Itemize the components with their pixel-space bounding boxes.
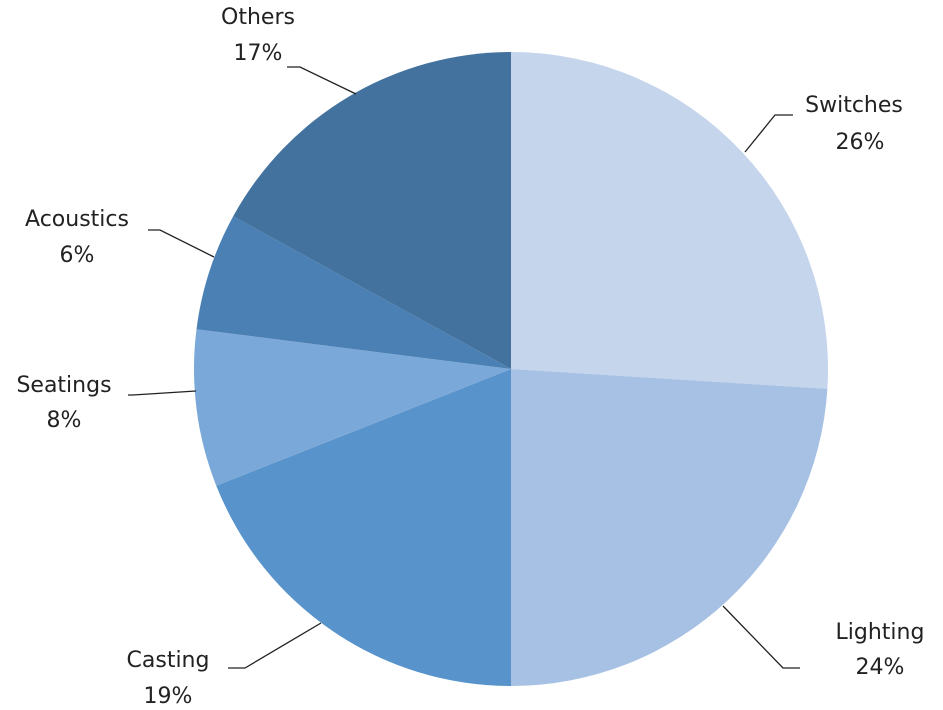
slice-label: Casting bbox=[127, 648, 210, 673]
pie-slice bbox=[216, 369, 511, 686]
slice-label: Acoustics bbox=[25, 207, 129, 232]
leader-line bbox=[128, 390, 197, 396]
slice-label: Seatings bbox=[16, 373, 111, 398]
slice-label: Switches bbox=[805, 93, 903, 118]
leader-line bbox=[228, 622, 322, 669]
pie-slice bbox=[511, 369, 828, 686]
pie-slice bbox=[511, 52, 828, 389]
slice-value-label: 17% bbox=[234, 41, 283, 66]
slice-value-label: 24% bbox=[856, 655, 905, 680]
pie-slice bbox=[194, 329, 512, 486]
slice-value-label: 26% bbox=[836, 130, 885, 155]
pie-slice bbox=[196, 216, 511, 369]
slice-label: Lighting bbox=[836, 620, 925, 645]
leader-line bbox=[287, 66, 357, 95]
slice-label: Others bbox=[221, 5, 295, 30]
leader-line bbox=[744, 114, 793, 153]
slice-value-label: 19% bbox=[144, 684, 193, 709]
pie-slice bbox=[233, 52, 511, 369]
slice-value-label: 8% bbox=[47, 408, 82, 433]
leader-line bbox=[148, 229, 215, 258]
slice-value-label: 6% bbox=[60, 243, 95, 268]
leader-line bbox=[722, 605, 800, 669]
